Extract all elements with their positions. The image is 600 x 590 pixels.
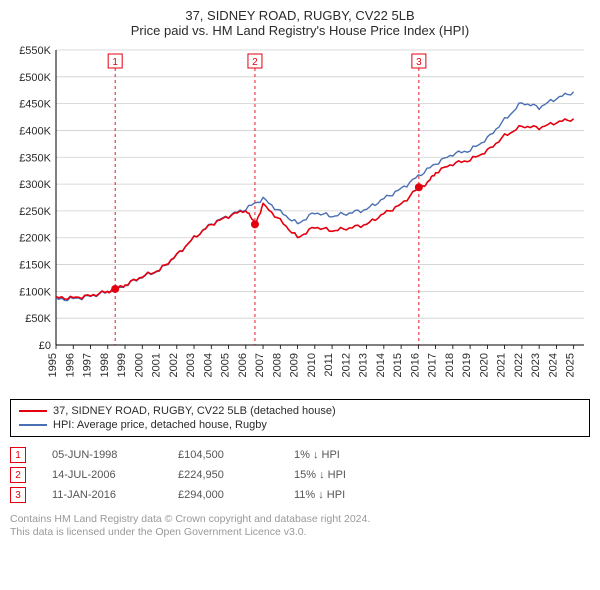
svg-text:2013: 2013	[358, 353, 370, 377]
svg-text:2019: 2019	[461, 353, 473, 377]
sale-marker-badge: 2	[10, 467, 26, 483]
svg-text:2011: 2011	[323, 353, 335, 377]
svg-text:1999: 1999	[116, 353, 128, 377]
svg-text:2017: 2017	[427, 353, 439, 377]
sale-marker-badge: 3	[10, 487, 26, 503]
footer-line-2: This data is licensed under the Open Gov…	[10, 526, 590, 539]
svg-text:1995: 1995	[47, 353, 59, 377]
svg-text:£400K: £400K	[19, 125, 51, 137]
svg-text:£250K: £250K	[19, 206, 51, 218]
legend-label: HPI: Average price, detached house, Rugb…	[53, 419, 267, 431]
legend-swatch	[19, 410, 47, 412]
svg-text:1996: 1996	[64, 353, 76, 377]
svg-text:2014: 2014	[375, 353, 387, 377]
svg-text:2023: 2023	[530, 353, 542, 377]
sale-vs-hpi: 15% ↓ HPI	[294, 469, 384, 481]
svg-text:£350K: £350K	[19, 152, 51, 164]
sale-price: £294,000	[178, 489, 268, 501]
svg-text:2018: 2018	[444, 353, 456, 377]
sale-marker-badge: 1	[10, 447, 26, 463]
sale-price: £104,500	[178, 449, 268, 461]
svg-text:2000: 2000	[133, 353, 145, 377]
chart-svg: £0 £50K £100K £150K £200K £250K £300K £350K £400…	[10, 44, 590, 389]
svg-text:2022: 2022	[513, 353, 525, 377]
sale-vs-hpi: 11% ↓ HPI	[294, 489, 384, 501]
sales-table: 1 05-JUN-1998 £104,500 1% ↓ HPI 2 14-JUL-2006…	[10, 445, 590, 505]
sale-date: 05-JUN-1998	[52, 449, 152, 461]
svg-text:2010: 2010	[306, 353, 318, 377]
legend-row: 37, SIDNEY ROAD, RUGBY, CV22 5LB (detach…	[19, 404, 581, 418]
svg-text:£500K: £500K	[19, 72, 51, 84]
svg-text:2005: 2005	[220, 353, 232, 377]
svg-text:£100K: £100K	[19, 286, 51, 298]
svg-text:1: 1	[112, 57, 118, 68]
svg-text:£450K: £450K	[19, 99, 51, 111]
svg-text:£300K: £300K	[19, 179, 51, 191]
sale-row: 1 05-JUN-1998 £104,500 1% ↓ HPI	[10, 445, 590, 465]
legend: 37, SIDNEY ROAD, RUGBY, CV22 5LB (detach…	[10, 399, 590, 437]
svg-text:2016: 2016	[409, 353, 421, 377]
legend-label: 37, SIDNEY ROAD, RUGBY, CV22 5LB (detach…	[53, 405, 336, 417]
svg-text:2008: 2008	[271, 353, 283, 377]
svg-text:2006: 2006	[237, 353, 249, 377]
svg-text:1997: 1997	[82, 353, 94, 377]
sale-price: £224,950	[178, 469, 268, 481]
svg-text:2024: 2024	[547, 353, 559, 377]
svg-text:2004: 2004	[202, 353, 214, 377]
svg-text:2: 2	[252, 57, 258, 68]
svg-text:£0: £0	[39, 340, 51, 352]
sale-row: 3 11-JAN-2016 £294,000 11% ↓ HPI	[10, 485, 590, 505]
legend-swatch	[19, 424, 47, 426]
svg-text:2012: 2012	[340, 353, 352, 377]
title-line-2: Price paid vs. HM Land Registry's House …	[10, 23, 590, 38]
svg-text:2015: 2015	[392, 353, 404, 377]
footer-line-1: Contains HM Land Registry data © Crown c…	[10, 513, 590, 526]
svg-text:£50K: £50K	[25, 313, 51, 325]
svg-text:3: 3	[416, 57, 422, 68]
sale-date: 11-JAN-2016	[52, 489, 152, 501]
svg-text:2003: 2003	[185, 353, 197, 377]
title-line-1: 37, SIDNEY ROAD, RUGBY, CV22 5LB	[10, 8, 590, 23]
svg-text:1998: 1998	[99, 353, 111, 377]
legend-row: HPI: Average price, detached house, Rugb…	[19, 418, 581, 432]
svg-text:2009: 2009	[289, 353, 301, 377]
svg-text:2021: 2021	[496, 353, 508, 377]
svg-text:2025: 2025	[565, 353, 577, 377]
svg-text:2001: 2001	[151, 353, 163, 377]
svg-text:£150K: £150K	[19, 260, 51, 272]
svg-text:£200K: £200K	[19, 233, 51, 245]
svg-text:2002: 2002	[168, 353, 180, 377]
chart: £0 £50K £100K £150K £200K £250K £300K £350K £400…	[10, 44, 590, 389]
svg-text:£550K: £550K	[19, 45, 51, 57]
svg-text:2020: 2020	[478, 353, 490, 377]
sale-date: 14-JUL-2006	[52, 469, 152, 481]
sale-vs-hpi: 1% ↓ HPI	[294, 449, 384, 461]
sale-row: 2 14-JUL-2006 £224,950 15% ↓ HPI	[10, 465, 590, 485]
svg-text:2007: 2007	[254, 353, 266, 377]
